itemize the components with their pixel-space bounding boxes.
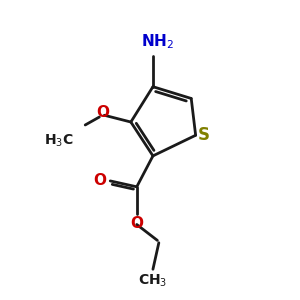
Text: O: O (96, 105, 110, 120)
Text: NH$_2$: NH$_2$ (141, 33, 174, 51)
Text: H$_3$C: H$_3$C (44, 132, 74, 149)
Text: O: O (130, 216, 143, 231)
Text: CH$_3$: CH$_3$ (138, 273, 168, 290)
Text: O: O (94, 173, 107, 188)
Text: S: S (198, 126, 210, 144)
